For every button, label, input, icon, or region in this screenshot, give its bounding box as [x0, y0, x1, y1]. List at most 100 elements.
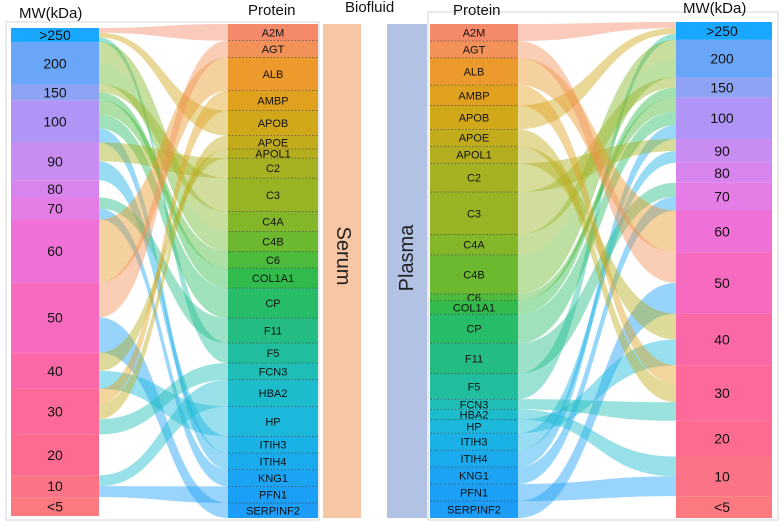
- mw-left-label-40: 40: [47, 363, 63, 379]
- plasma-protein-node-apoe: [430, 129, 518, 147]
- serum-flow-cp: [99, 114, 228, 319]
- mw-left-label-10: 10: [47, 478, 63, 494]
- serum-protein-label-apob: APOB: [258, 118, 289, 130]
- serum-protein-node-hba2: [228, 379, 318, 407]
- flow-links: [99, 22, 676, 518]
- mw-left-label-90: 90: [47, 153, 63, 169]
- plasma-flow-pfn1: [518, 476, 676, 502]
- serum-protein-label-c6: C6: [266, 255, 280, 267]
- plasma-protein-node-fcn3: [430, 399, 518, 410]
- plasma-flow-itih3: [518, 150, 676, 451]
- plasma-protein-node-c6: [430, 293, 518, 301]
- serum-protein-node-itih3: [228, 436, 318, 454]
- serum-flow-c3: [99, 84, 228, 212]
- serum-protein-node-cp: [228, 288, 318, 319]
- plasma-flow-ambp: [518, 85, 676, 384]
- serum-protein-label-c2: C2: [266, 163, 280, 175]
- panel-frames: [5, 11, 779, 521]
- header-biofluid: Biofluid: [345, 0, 394, 16]
- mw-right-node-70: [676, 182, 772, 211]
- mw-left-label-50: 50: [47, 310, 63, 326]
- mw-left-label-200: 200: [43, 55, 67, 71]
- plasma-flow-f5: [518, 33, 676, 400]
- serum-protein-label-col1a1: COL1A1: [252, 273, 294, 285]
- serum-flow-apoe: [99, 135, 228, 420]
- plasma-protein-label-ambp: AMBP: [458, 90, 489, 102]
- serum-flow-f5: [99, 37, 228, 364]
- serum-protein-node-fcn3: [228, 363, 318, 380]
- serum-node: [323, 24, 361, 518]
- serum-protein-label-c3: C3: [266, 190, 280, 202]
- mw-right-node-gt250: [676, 22, 772, 40]
- mw-left-label-gt250: >250: [39, 27, 71, 43]
- plasma-protein-node-c2: [430, 163, 518, 193]
- serum-protein-node-agt: [228, 40, 318, 58]
- mw-left-node-10: [11, 475, 99, 498]
- mw-right-node-90: [676, 139, 772, 163]
- mw-right-label-40: 40: [714, 331, 730, 347]
- plasma-node: [387, 24, 427, 518]
- plasma-protein-node-alb: [430, 57, 518, 86]
- plasma-protein-node-kng1: [430, 467, 518, 485]
- serum-protein-node-c6: [228, 251, 318, 269]
- plasma-flow-c4a: [518, 39, 676, 255]
- plasma-protein-node-hp: [430, 419, 518, 434]
- serum-flow-fcn3: [99, 363, 228, 435]
- serum-protein-node-kng1: [228, 469, 318, 487]
- plasma-flow-cp: [518, 111, 676, 344]
- header-protein-left: Protein: [248, 2, 296, 19]
- plasma-protein-node-c4a: [430, 234, 518, 255]
- plasma-label: Plasma: [396, 224, 418, 292]
- serum-protein-node-c4b: [228, 231, 318, 252]
- plasma-protein-label-apol1: APOL1: [456, 150, 491, 162]
- plasma-protein-node-f5: [430, 373, 518, 400]
- serum-flow-c4b: [99, 63, 228, 252]
- plasma-protein-label-apob: APOB: [459, 112, 490, 124]
- mw-left-node-80: [11, 180, 99, 198]
- plasma-protein-label-c3: C3: [467, 208, 481, 220]
- mw-right-label-200: 200: [710, 51, 734, 67]
- serum-flow-hp: [99, 370, 228, 437]
- plasma-flow-c3: [518, 77, 676, 235]
- serum-protein-label-apol1: APOL1: [255, 149, 290, 161]
- serum-label: Serum: [332, 227, 354, 286]
- serum-protein-node-col1a1: [228, 268, 318, 289]
- mw-right-node-20: [676, 420, 772, 457]
- plasma-protein-node-itih4: [430, 450, 518, 468]
- plasma-protein-label-a2m: A2M: [463, 27, 486, 39]
- serum-flow-apol1: [99, 148, 228, 371]
- plasma-protein-node-a2m: [430, 24, 518, 41]
- serum-protein-label-alb: ALB: [263, 69, 284, 81]
- plasma-protein-label-c4b: C4B: [463, 269, 484, 281]
- serum-protein-node-serpinf2: [228, 503, 318, 518]
- serum-flow-itih4: [99, 128, 228, 470]
- serum-protein-label-itih3: ITIH3: [260, 440, 287, 452]
- mw-left-node-50: [11, 282, 99, 353]
- mw-right-label-10: 10: [714, 468, 730, 484]
- plasma-protein-label-fcn3: FCN3: [460, 399, 489, 411]
- plasma-protein-label-pfn1: PFN1: [460, 488, 488, 500]
- mw-right-label-lt5: <5: [714, 499, 730, 515]
- mw-left-node-70: [11, 197, 99, 220]
- header-mw-right: MW(kDa): [683, 0, 746, 17]
- plasma-flow-hp: [518, 339, 676, 434]
- serum-flow-itih3: [99, 161, 228, 454]
- mw-right-label-gt250: >250: [706, 23, 738, 39]
- mw-left-node-30: [11, 388, 99, 435]
- serum-protein-label-apoe: APOE: [258, 137, 289, 149]
- serum-protein-label-hba2: HBA2: [259, 388, 288, 400]
- serum-flow-col1a1: [99, 92, 228, 289]
- serum-protein-node-c2: [228, 158, 318, 179]
- serum-flow-agt: [99, 40, 228, 318]
- serum-protein-node-alb: [228, 57, 318, 91]
- serum-protein-node-apol1: [228, 148, 318, 159]
- plasma-protein-label-hba2: HBA2: [460, 409, 489, 421]
- mw-right-node-lt5: [676, 496, 772, 518]
- mw-right-node-40: [676, 313, 772, 366]
- serum-protein-label-pfn1: PFN1: [259, 490, 287, 502]
- plasma-flow-apob: [518, 27, 676, 130]
- mw-right-label-90: 90: [714, 143, 730, 159]
- plasma-flow-itih4: [518, 125, 676, 468]
- mw-right-node-150: [676, 77, 772, 98]
- serum-protein-node-hp: [228, 406, 318, 437]
